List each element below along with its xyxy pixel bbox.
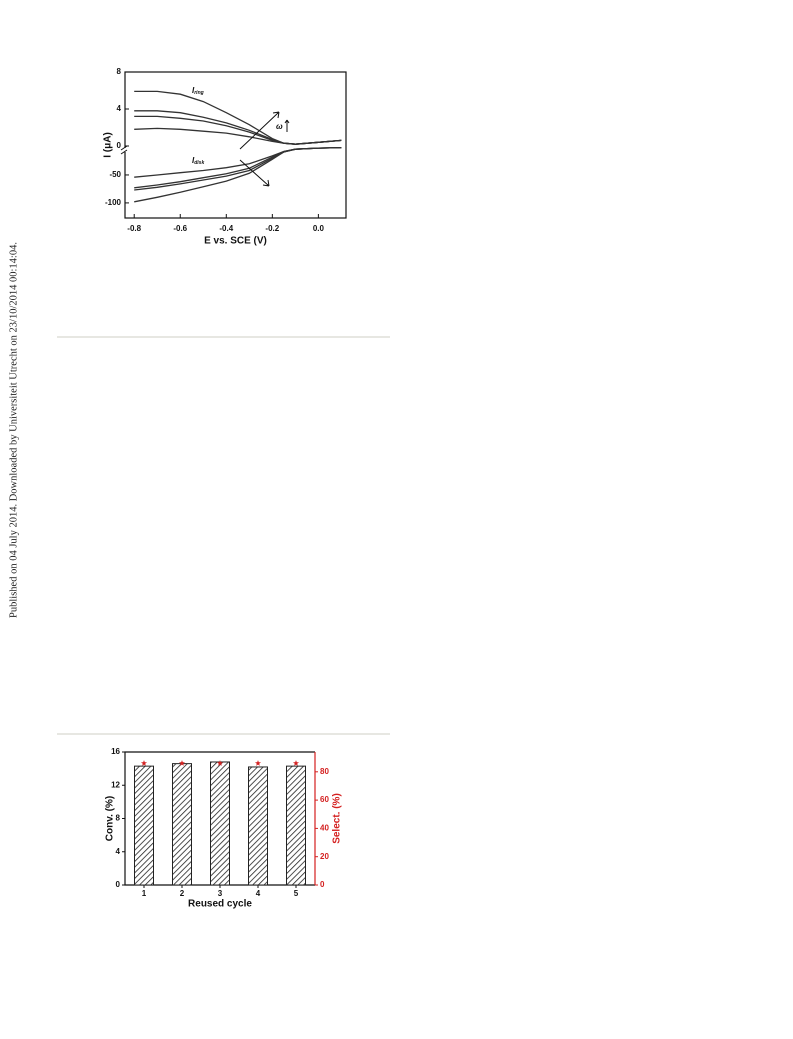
y2-axis-label: Select. (%) bbox=[332, 793, 343, 844]
arrow bbox=[239, 111, 280, 150]
x-tick-label: 5 bbox=[294, 889, 299, 898]
line bbox=[134, 110, 342, 145]
annotation: Iring bbox=[192, 86, 204, 96]
annotation-text: ω bbox=[276, 122, 283, 131]
side-note: Published on 04 July 2014. Downloaded by… bbox=[8, 242, 19, 618]
y2-tick-label: 40 bbox=[320, 824, 329, 833]
x-tick-label: 3 bbox=[218, 889, 223, 898]
y-tick-label: 16 bbox=[111, 747, 120, 756]
x-tick-label: -0.4 bbox=[219, 224, 233, 233]
y-tick-label: 0 bbox=[116, 880, 121, 889]
axis-break bbox=[121, 148, 129, 152]
arrow bbox=[284, 119, 290, 132]
x-tick-label: -0.8 bbox=[127, 224, 141, 233]
line bbox=[134, 146, 342, 189]
y2-tick-label: 20 bbox=[320, 852, 329, 861]
annotation-subscript: ring bbox=[194, 90, 203, 96]
star-marker bbox=[293, 760, 299, 766]
annotation: ω bbox=[276, 122, 283, 131]
line bbox=[134, 90, 342, 145]
star-marker bbox=[179, 760, 185, 766]
star-marker bbox=[141, 760, 147, 766]
line bbox=[134, 115, 342, 145]
star-marker bbox=[217, 760, 223, 766]
y2-tick-label: 60 bbox=[320, 795, 329, 804]
y-tick-label: 8 bbox=[116, 814, 121, 823]
plot-frame bbox=[124, 71, 347, 219]
y-axis-label: I (μA) bbox=[103, 132, 114, 158]
annotation-text: I bbox=[192, 86, 195, 95]
x-axis-label: Reused cycle bbox=[188, 899, 252, 910]
bar bbox=[286, 765, 306, 886]
annotation-text: I bbox=[192, 156, 195, 165]
y-tick-label: 8 bbox=[117, 67, 122, 76]
x-tick-label: 4 bbox=[256, 889, 261, 898]
bar bbox=[172, 763, 192, 886]
annotation: Idisk bbox=[192, 156, 204, 166]
y2-tick-label: 80 bbox=[320, 767, 329, 776]
y-tick-label: 4 bbox=[116, 847, 121, 856]
x-tick-label: 1 bbox=[142, 889, 147, 898]
y2-tick-label: 0 bbox=[320, 880, 325, 889]
x-tick-label: -0.6 bbox=[173, 224, 187, 233]
annotation-subscript: disk bbox=[194, 160, 204, 166]
bar bbox=[134, 765, 154, 886]
bar bbox=[248, 766, 268, 886]
y-tick-label: -100 bbox=[105, 198, 122, 207]
y-tick-label: 12 bbox=[111, 780, 120, 789]
x-tick-label: 0.0 bbox=[313, 224, 325, 233]
x-axis-label: E vs. SCE (V) bbox=[204, 236, 267, 247]
star-marker bbox=[255, 760, 261, 766]
line bbox=[134, 127, 342, 145]
line bbox=[134, 146, 342, 203]
axis-break-mark bbox=[120, 145, 128, 155]
y-tick-label: -50 bbox=[109, 170, 121, 179]
x-tick-label: 2 bbox=[180, 889, 185, 898]
bar bbox=[210, 761, 230, 886]
arrow bbox=[239, 159, 270, 187]
x-tick-label: -0.2 bbox=[265, 224, 279, 233]
y-axis-label: Conv. (%) bbox=[105, 796, 116, 841]
y-tick-label: 0 bbox=[117, 141, 122, 150]
y-tick-label: 4 bbox=[117, 104, 122, 113]
